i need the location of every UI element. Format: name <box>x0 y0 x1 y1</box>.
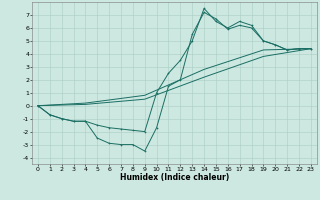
X-axis label: Humidex (Indice chaleur): Humidex (Indice chaleur) <box>120 173 229 182</box>
